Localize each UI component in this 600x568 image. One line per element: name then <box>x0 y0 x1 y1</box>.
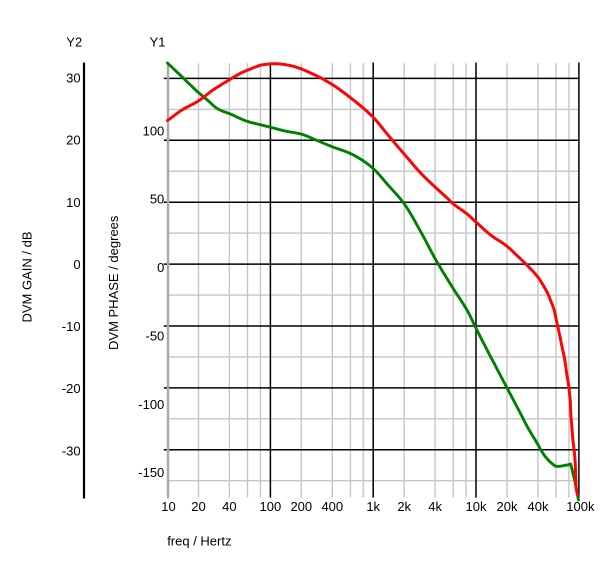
svg-text:Y2: Y2 <box>66 34 82 49</box>
svg-text:-50: -50 <box>146 328 165 343</box>
svg-text:-10: -10 <box>62 319 81 334</box>
svg-text:10: 10 <box>161 499 175 514</box>
svg-text:freq / Hertz: freq / Hertz <box>167 534 231 549</box>
svg-text:DVM GAIN / dB: DVM GAIN / dB <box>20 231 35 322</box>
svg-text:100: 100 <box>143 123 165 138</box>
svg-text:20: 20 <box>191 499 205 514</box>
svg-text:4k: 4k <box>428 499 442 514</box>
svg-text:-20: -20 <box>62 381 81 396</box>
svg-text:40: 40 <box>222 499 236 514</box>
svg-text:10: 10 <box>66 195 80 210</box>
svg-text:-30: -30 <box>62 443 81 458</box>
svg-text:400: 400 <box>321 499 343 514</box>
svg-text:100k: 100k <box>566 499 595 514</box>
svg-text:100: 100 <box>260 499 282 514</box>
svg-text:Y1: Y1 <box>150 34 166 49</box>
svg-text:1k: 1k <box>366 499 380 514</box>
svg-text:20k: 20k <box>497 499 518 514</box>
svg-text:DVM PHASE / degrees: DVM PHASE / degrees <box>106 215 121 350</box>
svg-text:10k: 10k <box>466 499 487 514</box>
svg-text:-100: -100 <box>138 397 164 412</box>
svg-text:200: 200 <box>290 499 312 514</box>
svg-text:20: 20 <box>66 133 80 148</box>
svg-text:50: 50 <box>150 192 164 207</box>
svg-text:30: 30 <box>66 71 80 86</box>
svg-text:40k: 40k <box>528 499 549 514</box>
svg-text:2k: 2k <box>397 499 411 514</box>
svg-text:-150: -150 <box>138 465 164 480</box>
svg-text:0: 0 <box>73 257 80 272</box>
svg-text:0: 0 <box>157 260 164 275</box>
